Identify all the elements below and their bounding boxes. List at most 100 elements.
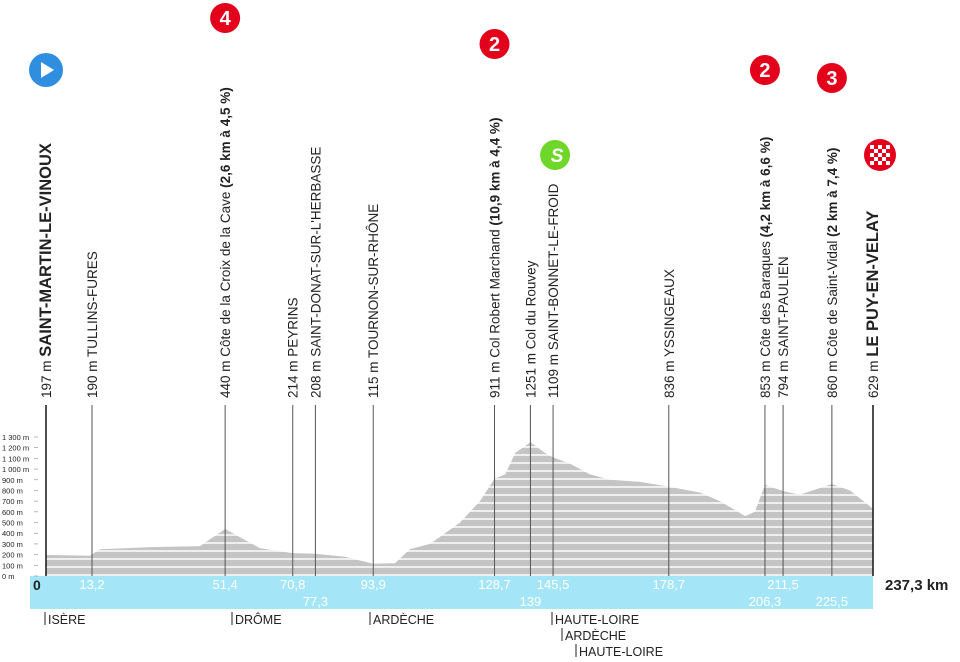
km-label: 77,3 xyxy=(303,594,328,609)
finish-check xyxy=(878,161,882,165)
km-label: 225,5 xyxy=(816,594,849,609)
waypoint-label: 1251 m Col du Rouvey xyxy=(523,260,538,398)
waypoint-altitude: 197 m xyxy=(39,360,54,398)
km-label: 206,3 xyxy=(749,594,782,609)
waypoint-name: SAINT-BONNET-LE-FROID xyxy=(546,183,561,350)
waypoint-altitude: 860 m xyxy=(825,360,840,398)
finish-check xyxy=(878,145,882,149)
department-name: HAUTE-LOIRE xyxy=(555,613,639,627)
finish-check xyxy=(886,161,890,165)
waypoint-name: PEYRINS xyxy=(286,297,301,356)
finish-check xyxy=(886,145,890,149)
waypoint-label: 190 m TULLINS-FURES xyxy=(85,251,100,398)
waypoint-label: 629 m LE PUY-EN-VELAY xyxy=(864,211,882,398)
km-band xyxy=(30,576,873,609)
y-tick-label: 200 m xyxy=(2,551,23,560)
km-label: 237,3 km xyxy=(885,577,948,594)
km-label: 178,7 xyxy=(653,577,686,592)
waypoint-altitude: 440 m xyxy=(218,360,233,398)
waypoint-name: Col Robert Marchand xyxy=(488,229,503,357)
climb-detail: (2 km à 7,4 %) xyxy=(825,148,840,237)
finish-check xyxy=(882,157,886,161)
waypoint-name: YSSINGEAUX xyxy=(662,269,677,357)
climb-detail: (2,6 km à 4,5 %) xyxy=(218,87,233,188)
km-label: 128,7 xyxy=(478,577,511,592)
sprint-badge xyxy=(540,140,571,170)
waypoint-label: 197 m SAINT-MARTIN-LE-VINOUX xyxy=(37,143,55,398)
waypoint-name: SAINT-DONAT-SUR-L'HERBASSE xyxy=(308,147,323,357)
start-icon xyxy=(41,62,54,78)
department-name: DRÔME xyxy=(235,612,282,627)
y-tick-label: 1 000 m xyxy=(2,465,29,474)
km-label: 70,8 xyxy=(280,577,305,592)
department-name: ARDÈCHE xyxy=(373,612,434,627)
waypoint-name: SAINT-MARTIN-LE-VINOUX xyxy=(37,143,55,357)
waypoint-altitude: 794 m xyxy=(776,360,791,398)
waypoint-altitude: 1251 m xyxy=(523,353,538,398)
finish-check xyxy=(870,153,874,157)
elevation-profile xyxy=(46,442,873,576)
department-name: ISÈRE xyxy=(48,612,86,627)
waypoint-label: 208 m SAINT-DONAT-SUR-L'HERBASSE xyxy=(308,147,323,398)
km-label: 145,5 xyxy=(537,577,570,592)
waypoint-name: Côte des Baraques xyxy=(758,241,773,357)
waypoint-label: 115 m TOURNON-SUR-RHÔNE xyxy=(366,204,381,398)
y-tick-label: 500 m xyxy=(2,519,23,528)
waypoint-label: 836 m YSSINGEAUX xyxy=(662,269,677,398)
climb-category-badge xyxy=(210,3,241,33)
y-tick-label: 900 m xyxy=(2,476,23,485)
waypoint-name: Col du Rouvey xyxy=(523,260,538,349)
waypoint-name: LE PUY-EN-VELAY xyxy=(864,211,882,357)
climb-detail: (4,2 km à 6,6 %) xyxy=(758,137,773,238)
climb-category: 3 xyxy=(826,68,837,90)
waypoint-altitude: 115 m xyxy=(366,361,381,398)
sprint-mark: S xyxy=(551,146,564,167)
waypoint-label: 1109 m SAINT-BONNET-LE-FROID xyxy=(546,183,561,398)
waypoint-label: 860 m Côte de Saint-Vidal (2 km à 7,4 %) xyxy=(825,148,840,398)
climb-detail: (10,9 km à 4,4 %) xyxy=(488,118,503,226)
waypoint-label: 214 m PEYRINS xyxy=(286,297,301,398)
climb-category: 2 xyxy=(489,34,500,56)
waypoint-altitude: 1109 m xyxy=(546,354,561,398)
y-tick-label: 800 m xyxy=(2,486,23,495)
finish-check xyxy=(874,149,878,153)
waypoint-altitude: 911 m xyxy=(488,361,503,398)
km-label: 93,9 xyxy=(361,577,386,592)
waypoint-label: 911 m Col Robert Marchand (10,9 km à 4,4… xyxy=(488,118,503,398)
km-label: 51,4 xyxy=(212,577,237,592)
km-label: 0 xyxy=(33,577,41,593)
climb-category-badge xyxy=(479,29,510,59)
y-tick-label: 400 m xyxy=(2,529,23,538)
waypoint-altitude: 853 m xyxy=(758,360,773,398)
y-tick-label: 300 m xyxy=(2,540,23,549)
y-tick-label: 0 m xyxy=(2,572,15,581)
waypoint-altitude: 214 m xyxy=(286,360,301,398)
waypoint-name: SAINT-PAULIEN xyxy=(776,256,791,356)
y-tick-label: 600 m xyxy=(2,508,23,517)
waypoint-name: Côte de Saint-Vidal xyxy=(825,241,840,357)
y-tick-label: 1 100 m xyxy=(2,454,29,463)
finish-check xyxy=(886,153,890,157)
finish-check xyxy=(878,153,882,157)
waypoint-altitude: 208 m xyxy=(308,360,323,398)
climb-category: 4 xyxy=(220,8,232,30)
waypoint-label: 853 m Côte des Baraques (4,2 km à 6,6 %) xyxy=(758,137,773,398)
km-label: 13,2 xyxy=(79,577,104,592)
climb-category-badge xyxy=(816,63,847,93)
climb-category-badge xyxy=(749,55,780,85)
department-name: ARDÈCHE xyxy=(565,628,626,643)
finish-check xyxy=(870,161,874,165)
finish-check xyxy=(874,157,878,161)
km-label: 139 xyxy=(520,594,542,609)
waypoint-altitude: 836 m xyxy=(662,360,677,398)
waypoint-altitude: 190 m xyxy=(85,360,100,398)
waypoint-label: 440 m Côte de la Croix de la Cave (2,6 k… xyxy=(218,87,233,398)
km-label: 211,5 xyxy=(767,577,799,592)
waypoint-label: 794 m SAINT-PAULIEN xyxy=(776,256,791,398)
waypoint-altitude: 629 m xyxy=(866,360,881,398)
finish-check xyxy=(882,149,886,153)
y-tick-label: 700 m xyxy=(2,497,23,506)
finish-check xyxy=(870,145,874,149)
y-tick-label: 100 m xyxy=(2,561,23,570)
